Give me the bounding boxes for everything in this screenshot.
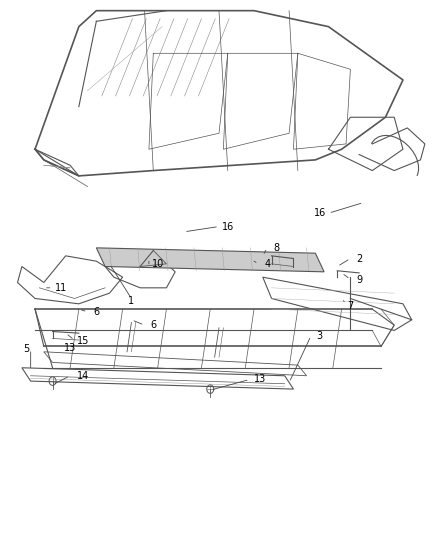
Text: 4: 4 [264, 259, 270, 269]
Text: 9: 9 [356, 275, 362, 285]
Text: 11: 11 [55, 283, 67, 293]
Text: 13: 13 [254, 375, 266, 384]
Text: 7: 7 [347, 302, 353, 311]
Text: 15: 15 [77, 336, 89, 346]
Polygon shape [96, 248, 324, 272]
Text: 6: 6 [150, 320, 156, 330]
Text: 16: 16 [222, 222, 234, 231]
Text: 1: 1 [128, 296, 134, 306]
Text: 3: 3 [317, 331, 323, 341]
Text: 10: 10 [152, 259, 164, 269]
Text: 8: 8 [273, 243, 279, 253]
Text: 16: 16 [314, 208, 326, 218]
Text: 14: 14 [77, 371, 89, 381]
Text: 2: 2 [356, 254, 362, 263]
Text: 6: 6 [93, 307, 99, 317]
Text: 5: 5 [23, 344, 29, 354]
Text: 13: 13 [64, 343, 76, 352]
